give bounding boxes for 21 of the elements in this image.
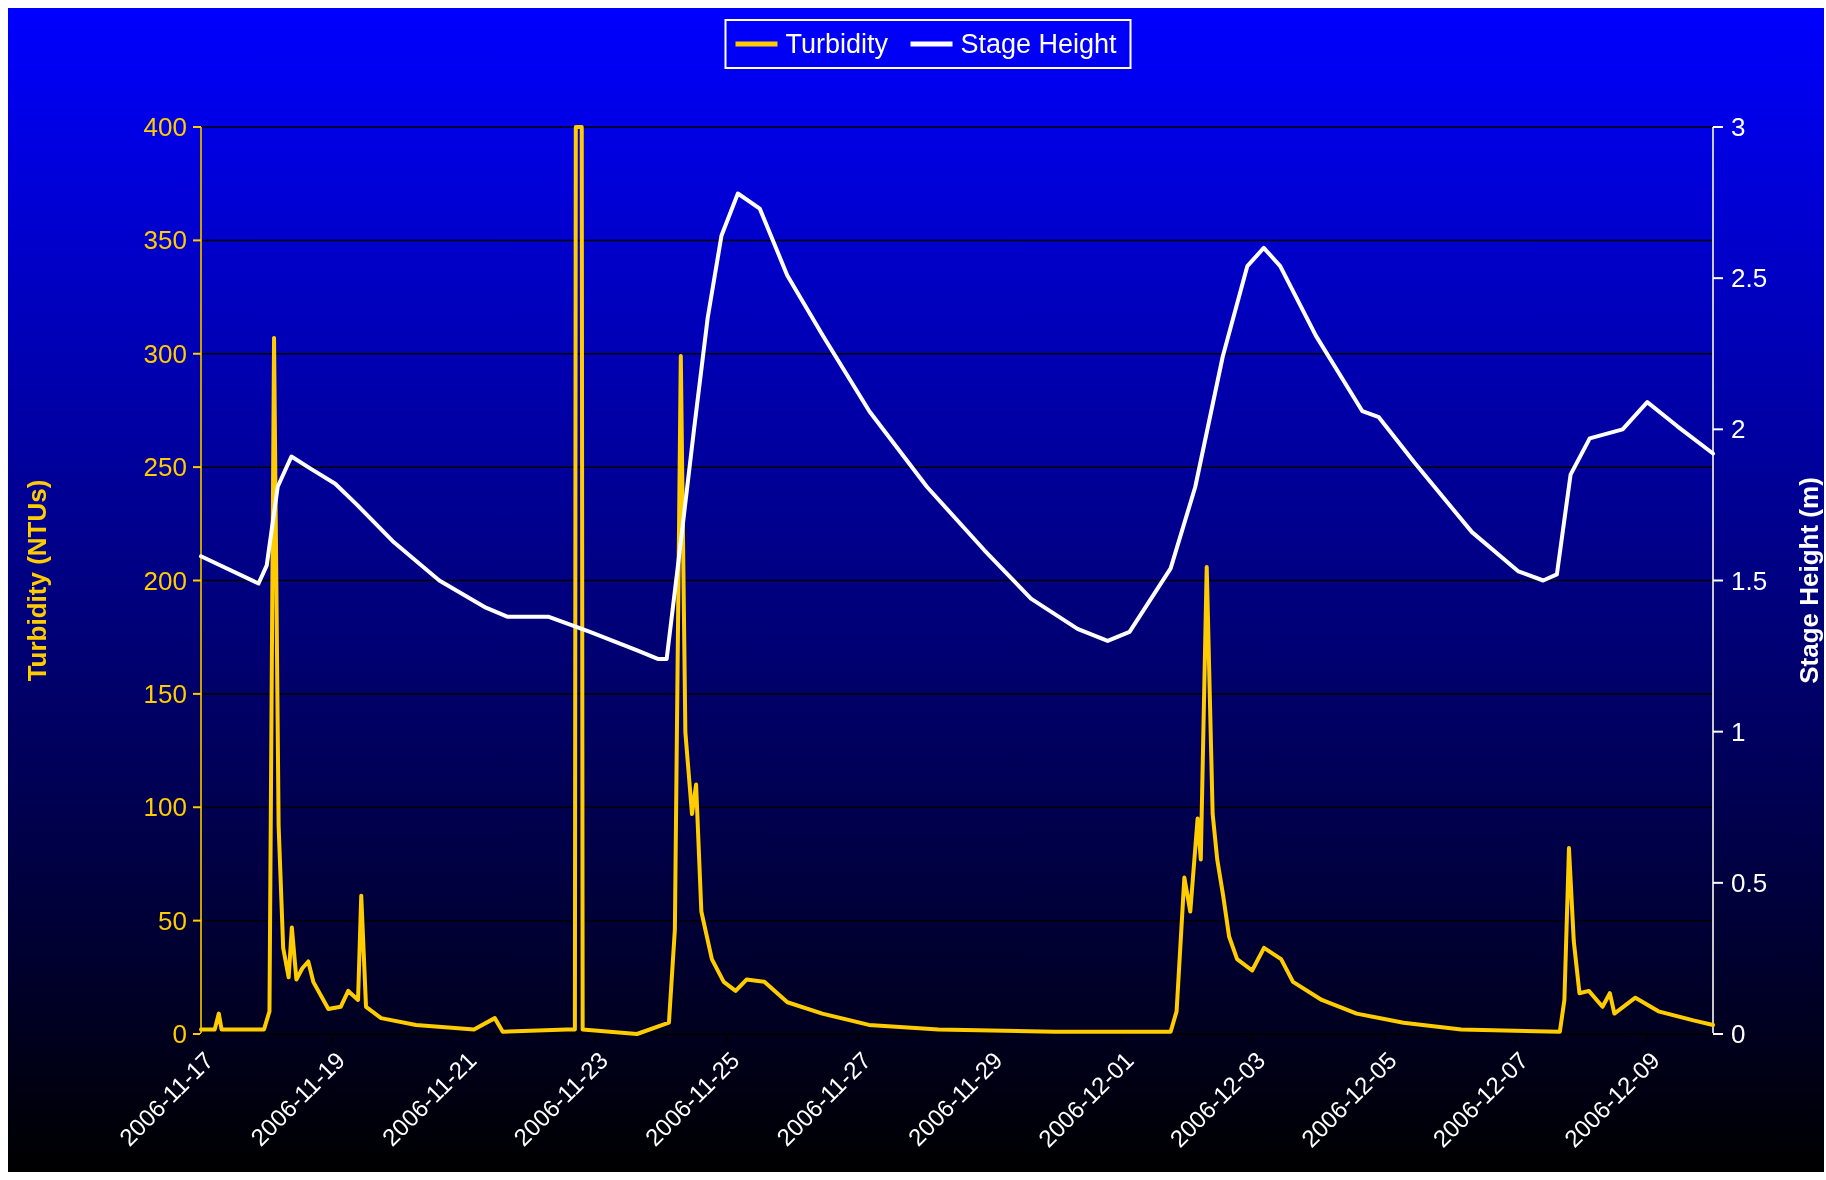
- y2-tick-label: 3: [1731, 112, 1746, 143]
- legend-label: Turbidity: [785, 29, 889, 60]
- y2-axis-title: Stage Height (m): [1794, 477, 1824, 684]
- y-tick-label: 250: [143, 452, 187, 483]
- y-axis-title: Turbidity (NTUs): [22, 479, 52, 682]
- y2-tick-label: 1.5: [1731, 565, 1768, 596]
- y-tick-label: 100: [143, 792, 187, 823]
- y-tick-label: 200: [143, 565, 187, 596]
- legend-label: Stage Height: [960, 29, 1118, 60]
- y2-tick-label: 0.5: [1731, 867, 1768, 898]
- y2-tick-label: 2: [1731, 414, 1746, 445]
- y2-tick-label: 1: [1731, 716, 1746, 747]
- y-tick-label: 350: [143, 225, 187, 256]
- y2-tick-label: 2.5: [1731, 263, 1768, 294]
- y-tick-label: 0: [172, 1019, 187, 1050]
- y-tick-label: 400: [143, 112, 187, 143]
- y-tick-label: 150: [143, 678, 187, 709]
- y2-tick-label: 0: [1731, 1019, 1746, 1050]
- y-tick-label: 300: [143, 338, 187, 369]
- y-tick-label: 50: [158, 905, 187, 936]
- line-series: [199, 191, 1715, 662]
